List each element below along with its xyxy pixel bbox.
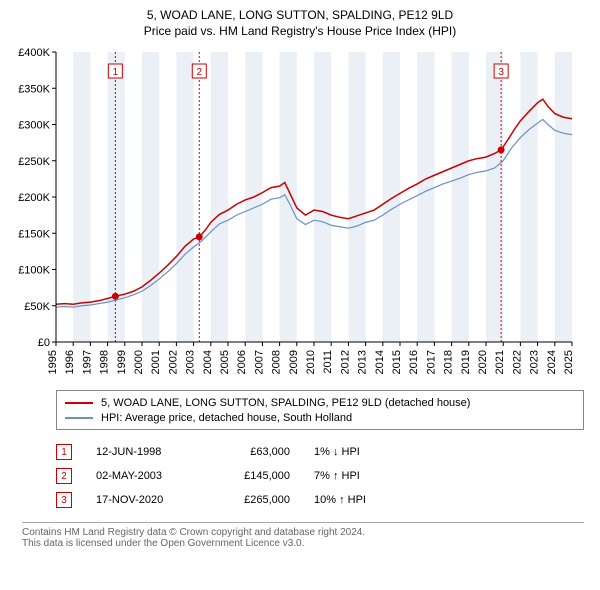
svg-text:2025: 2025 xyxy=(563,350,575,374)
svg-text:1995: 1995 xyxy=(47,350,59,374)
legend-item-hpi: HPI: Average price, detached house, Sout… xyxy=(65,410,575,425)
svg-text:2010: 2010 xyxy=(305,350,317,374)
legend-swatch xyxy=(65,402,93,404)
events-table: 1 12-JUN-1998 £63,000 1% ↓ HPI 2 02-MAY-… xyxy=(56,440,584,512)
svg-text:2015: 2015 xyxy=(391,350,403,374)
legend-label: HPI: Average price, detached house, Sout… xyxy=(101,412,352,424)
svg-text:2011: 2011 xyxy=(322,350,334,374)
svg-text:2003: 2003 xyxy=(185,350,197,374)
svg-text:£200K: £200K xyxy=(18,192,50,204)
event-badge: 1 xyxy=(56,444,72,460)
event-date: 12-JUN-1998 xyxy=(96,446,186,458)
svg-text:2012: 2012 xyxy=(339,350,351,374)
svg-text:2: 2 xyxy=(196,67,202,78)
event-row: 1 12-JUN-1998 £63,000 1% ↓ HPI xyxy=(56,440,584,464)
svg-text:2013: 2013 xyxy=(357,350,369,374)
svg-text:1998: 1998 xyxy=(99,350,111,374)
footer: Contains HM Land Registry data © Crown c… xyxy=(22,522,584,549)
svg-text:2009: 2009 xyxy=(288,350,300,374)
svg-text:2014: 2014 xyxy=(374,350,386,374)
svg-text:£100K: £100K xyxy=(18,265,50,277)
event-date: 17-NOV-2020 xyxy=(96,494,186,506)
svg-text:£400K: £400K xyxy=(18,47,50,59)
event-badge: 2 xyxy=(56,468,72,484)
legend-item-price-paid: 5, WOAD LANE, LONG SUTTON, SPALDING, PE1… xyxy=(65,395,575,410)
legend-swatch xyxy=(65,417,93,419)
legend-label: 5, WOAD LANE, LONG SUTTON, SPALDING, PE1… xyxy=(101,397,470,409)
svg-text:1999: 1999 xyxy=(116,350,128,374)
svg-text:£350K: £350K xyxy=(18,83,50,95)
svg-text:£250K: £250K xyxy=(18,156,50,168)
event-row: 3 17-NOV-2020 £265,000 10% ↑ HPI xyxy=(56,488,584,512)
svg-text:2005: 2005 xyxy=(219,350,231,374)
svg-text:2007: 2007 xyxy=(253,350,265,374)
svg-text:2020: 2020 xyxy=(477,350,489,374)
event-row: 2 02-MAY-2003 £145,000 7% ↑ HPI xyxy=(56,464,584,488)
svg-text:2023: 2023 xyxy=(529,350,541,374)
svg-text:£50K: £50K xyxy=(24,301,50,313)
event-diff: 1% ↓ HPI xyxy=(314,446,434,458)
svg-text:2008: 2008 xyxy=(271,350,283,374)
event-price: £145,000 xyxy=(210,470,290,482)
svg-text:£300K: £300K xyxy=(18,120,50,132)
svg-text:2016: 2016 xyxy=(408,350,420,374)
chart-container: 5, WOAD LANE, LONG SUTTON, SPALDING, PE1… xyxy=(0,0,600,590)
footer-line-1: Contains HM Land Registry data © Crown c… xyxy=(22,527,584,538)
svg-text:2002: 2002 xyxy=(167,350,179,374)
event-badge: 3 xyxy=(56,492,72,508)
chart-wrap: 1 2 3 £0 £50K £100K £150K £200K £250K £300K £350K £… xyxy=(10,44,590,384)
svg-text:2000: 2000 xyxy=(133,350,145,374)
svg-text:1997: 1997 xyxy=(81,350,93,374)
legend: 5, WOAD LANE, LONG SUTTON, SPALDING, PE1… xyxy=(56,390,584,430)
svg-text:2001: 2001 xyxy=(150,350,162,374)
svg-text:2019: 2019 xyxy=(460,350,472,374)
line-chart: 1 2 3 £0 £50K £100K £150K £200K £250K £300K £350K £… xyxy=(10,44,578,384)
title-line-2: Price paid vs. HM Land Registry's House … xyxy=(10,24,590,38)
svg-text:£150K: £150K xyxy=(18,228,50,240)
event-diff: 10% ↑ HPI xyxy=(314,494,434,506)
svg-text:2022: 2022 xyxy=(511,350,523,374)
event-price: £63,000 xyxy=(210,446,290,458)
title-block: 5, WOAD LANE, LONG SUTTON, SPALDING, PE1… xyxy=(10,8,590,38)
svg-text:2024: 2024 xyxy=(546,350,558,374)
event-date: 02-MAY-2003 xyxy=(96,470,186,482)
footer-line-2: This data is licensed under the Open Gov… xyxy=(22,538,584,549)
event-diff: 7% ↑ HPI xyxy=(314,470,434,482)
title-line-1: 5, WOAD LANE, LONG SUTTON, SPALDING, PE1… xyxy=(10,8,590,22)
svg-text:1996: 1996 xyxy=(64,350,76,374)
svg-text:2017: 2017 xyxy=(425,350,437,374)
svg-text:3: 3 xyxy=(498,67,504,78)
svg-text:2021: 2021 xyxy=(494,350,506,374)
svg-text:2004: 2004 xyxy=(202,350,214,374)
svg-text:1: 1 xyxy=(113,67,119,78)
svg-text:£0: £0 xyxy=(38,337,50,349)
event-price: £265,000 xyxy=(210,494,290,506)
svg-text:2018: 2018 xyxy=(443,350,455,374)
svg-text:2006: 2006 xyxy=(236,350,248,374)
